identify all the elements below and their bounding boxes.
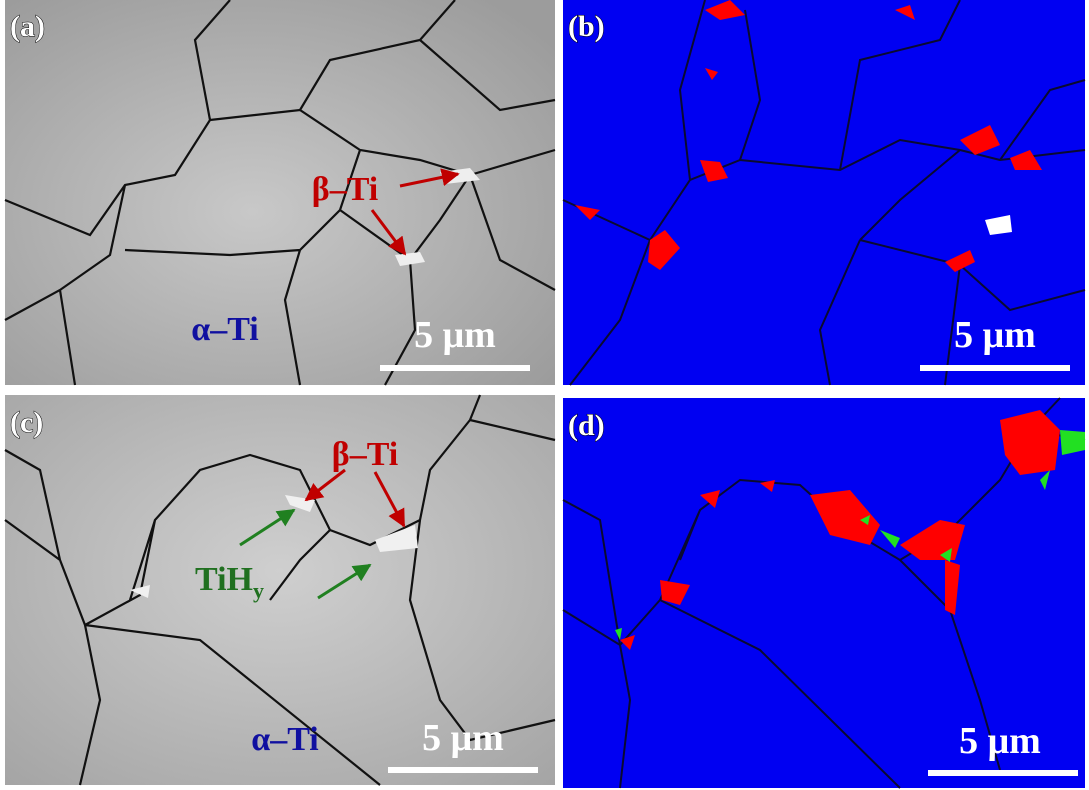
scale-bar-label: 5 μm: [414, 314, 496, 356]
annotation-subscript: y: [253, 578, 264, 603]
annotation: TiHy: [195, 561, 264, 603]
arrow: [317, 563, 372, 600]
phase-map: [563, 398, 1085, 788]
panel-a: (a) β–Ti α–Ti 5 μm: [4, 0, 556, 386]
annotation: β–Ti: [332, 436, 398, 473]
arrow: [370, 209, 407, 256]
scale-bar: [920, 365, 1070, 371]
scale-bar-label: 5 μm: [954, 314, 1036, 356]
arrow: [399, 168, 460, 188]
micrograph: [5, 0, 555, 385]
beta-phase: [395, 168, 480, 266]
panel-label: (a): [10, 10, 45, 43]
arrow: [239, 508, 296, 547]
scale-bar-label: 5 μm: [959, 720, 1041, 762]
panel-label: (b): [568, 10, 605, 43]
micrograph: [5, 395, 555, 785]
annotation: α–Ti: [191, 311, 259, 348]
annotation-text: TiH: [195, 561, 253, 598]
unindexed: [985, 215, 1012, 235]
arrow: [304, 468, 346, 502]
beta-phase: [620, 410, 1060, 650]
grain-boundary: [4, 394, 556, 786]
panel-c: (c) β–Ti TiHy α–Ti 5 μm: [4, 394, 556, 786]
panel-b: (b) 5 μm: [562, 0, 1086, 386]
grain-boundary: [4, 0, 556, 386]
arrow: [373, 471, 406, 528]
scale-bar: [388, 767, 538, 773]
scale-bar-label: 5 μm: [422, 717, 504, 759]
panel-label: (c): [10, 406, 43, 439]
annotation: α–Ti: [251, 721, 319, 758]
annotation: β–Ti: [312, 171, 378, 208]
panel-label: (d): [568, 409, 605, 442]
scale-bar: [928, 770, 1078, 776]
scale-bar: [380, 365, 530, 371]
panel-d: (d) 5 μm: [562, 397, 1086, 789]
